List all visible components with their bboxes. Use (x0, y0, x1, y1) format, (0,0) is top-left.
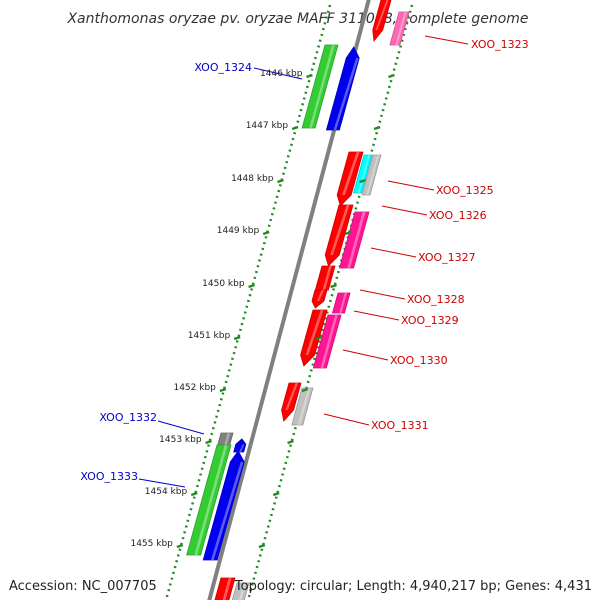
scale-tick-mark (233, 335, 241, 341)
scale-tick-mark (306, 73, 313, 79)
gene-label[interactable]: XOO_1328 (407, 293, 465, 306)
scale-tick-mark (258, 543, 266, 549)
scale-tick-mark (262, 230, 270, 236)
scale-tick-mark (272, 491, 280, 497)
scale-tick-mark (373, 125, 381, 131)
gene-label[interactable]: XOO_1329 (401, 314, 459, 327)
label-leader-line (323, 413, 370, 426)
gene-feature-1330-pink (312, 314, 342, 369)
gene-label[interactable]: XOO_1332 (99, 411, 157, 424)
label-leader-line (253, 67, 303, 80)
accession-text: Accession: NC_007705 (9, 579, 157, 594)
scale-tick-mark (277, 178, 284, 184)
gene-feature-1328-red2 (311, 289, 328, 309)
scale-tick-mark (219, 387, 227, 393)
gene-feature-bottom-red (214, 577, 236, 600)
gene-feature-1323b (389, 11, 410, 46)
gene-label[interactable]: XOO_1330 (390, 354, 448, 367)
gene-feature-1327-pink (339, 211, 370, 269)
scale-tick-mark (205, 439, 212, 445)
label-leader-lines (138, 35, 469, 488)
scale-tick-mark (330, 283, 337, 289)
gene-feature-1325-cyan (353, 154, 373, 194)
label-leader-line (157, 420, 205, 435)
scale-tick-mark (388, 73, 395, 79)
gene-feature-1332-gray (216, 432, 234, 448)
gene-feature-1325-red (336, 151, 364, 207)
scale-tick-mark (248, 283, 255, 289)
gene-labels: XOO_1323 XOO_1324 XOO_1325 XOO_1326 XOO_1327… (80, 38, 528, 483)
scale-tick-label: 1449 kbp (217, 226, 260, 236)
scale-tick-mark (301, 387, 309, 393)
outer-dotted-line (164, 4, 332, 600)
tick-dotted-lines (164, 4, 414, 600)
inner-dotted-line (246, 4, 414, 600)
gene-feature-1331-red (281, 382, 302, 422)
gene-feature-1332-blue (233, 438, 247, 453)
label-leader-line (424, 35, 469, 45)
scale-tick-mark (291, 125, 299, 131)
scale-tick-mark (287, 439, 294, 445)
scale-tick-label: 1448 kbp (231, 174, 274, 184)
gene-label[interactable]: XOO_1324 (194, 61, 252, 74)
genome-stats-text: Topology: circular; Length: 4,940,217 bp… (234, 579, 592, 594)
gene-features (186, 0, 410, 600)
gene-label[interactable]: XOO_1327 (418, 251, 476, 264)
label-leader-line (359, 289, 406, 300)
label-leader-line (342, 349, 389, 361)
label-leader-line (353, 310, 400, 321)
gene-feature-1325-gray (361, 154, 382, 196)
gene-feature-1324-green (301, 44, 339, 129)
scale-tick-label: 1455 kbp (130, 539, 173, 549)
gene-label[interactable]: XOO_1326 (429, 209, 487, 222)
label-leader-line (381, 205, 428, 216)
map-title: Xanthomonas oryzae pv. oryzae MAFF 31101… (66, 11, 528, 27)
gene-feature-1323a (372, 0, 392, 43)
scale-tick-mark (315, 335, 323, 341)
scale-tick-mark (176, 543, 184, 549)
gene-feature-bottom-gray (231, 582, 250, 600)
scale-tick-label: 1452 kbp (173, 383, 216, 393)
scale-tick-label: 1447 kbp (246, 121, 289, 131)
gene-feature-1328-red (314, 265, 336, 291)
scale-ticks (176, 73, 395, 549)
label-leader-line (387, 180, 435, 191)
gene-feature-1329-pink (331, 292, 351, 314)
scale-tick-label: 1451 kbp (188, 331, 231, 341)
gene-label[interactable]: XOO_1323 (471, 38, 529, 51)
gene-label[interactable]: XOO_1333 (80, 470, 138, 483)
gene-feature-1331-gray (291, 387, 314, 426)
scale-tick-labels: 1446 kbp 1447 kbp 1448 kbp 1449 kbp 1450 kbp… (130, 69, 302, 549)
scale-tick-label: 1454 kbp (145, 487, 188, 497)
gene-label[interactable]: XOO_1331 (371, 419, 429, 432)
scale-tick-label: 1450 kbp (202, 279, 245, 289)
gene-label[interactable]: XOO_1325 (436, 184, 494, 197)
scale-tick-label: 1453 kbp (159, 435, 202, 445)
gene-feature-1330-red (300, 309, 328, 367)
gene-feature-1327-red (324, 204, 354, 267)
gene-feature-1324-blue (325, 46, 360, 131)
label-leader-line (138, 478, 186, 488)
gene-feature-1333-green (186, 444, 232, 556)
scale-tick-mark (359, 178, 366, 184)
scale-tick-mark (190, 491, 198, 497)
scale-tick-mark (344, 230, 352, 236)
label-leader-line (370, 247, 417, 258)
scale-tick-label: 1446 kbp (260, 69, 303, 79)
gene-feature-1333-blue (202, 450, 245, 561)
